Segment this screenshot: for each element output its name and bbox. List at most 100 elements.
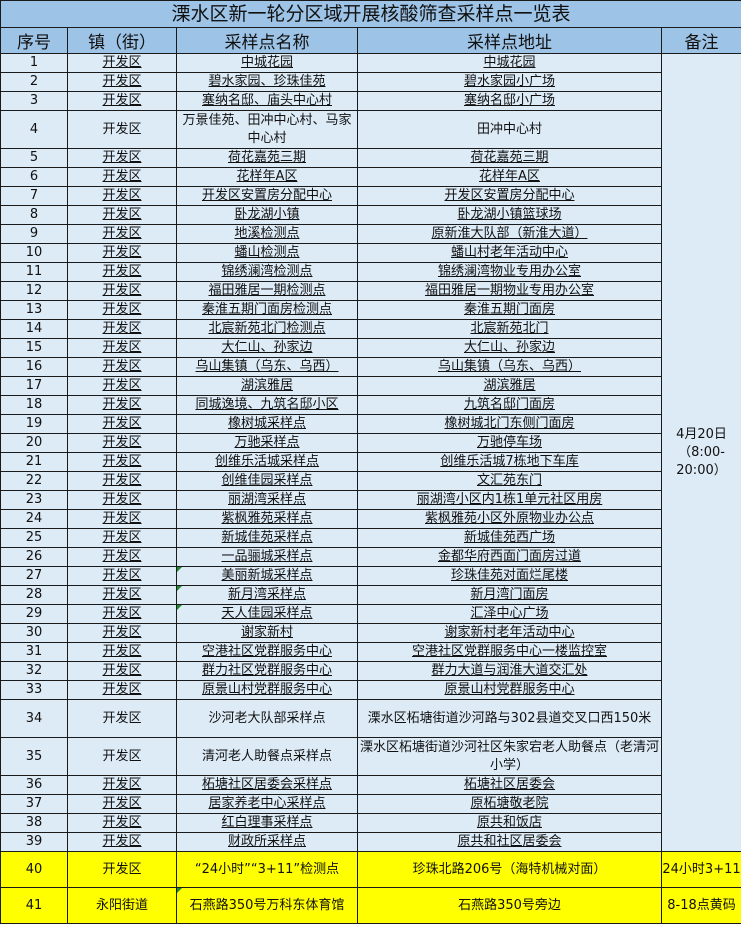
cell-site-address: 丽湖湾小区内1栋1单元社区用房 (357, 490, 662, 510)
header-remark: 备注 (660, 27, 741, 54)
cell-no: 7 (0, 186, 68, 206)
cell-town: 开发区 (67, 186, 177, 206)
table-row: 7 开发区 开发区安置房分配中心 开发区安置房分配中心 (0, 186, 741, 206)
cell-site-address: 文汇苑东门 (357, 471, 662, 491)
cell-remark: 24小时3+11 (660, 851, 741, 888)
cell-site-address: 中城花园 (357, 53, 662, 73)
cell-no: 17 (0, 376, 68, 396)
cell-no: 5 (0, 148, 68, 168)
cell-site-name: 橡树城采样点 (176, 414, 358, 434)
cell-no: 39 (0, 832, 68, 852)
cell-town: 开发区 (67, 471, 177, 491)
table-row: 37 开发区 居家养老中心采样点 原柘塘敬老院 (0, 794, 741, 814)
cell-site-address: 金都华府西面门面房过道 (357, 547, 662, 567)
cell-site-name: 石燕路350号万科东体育馆 (176, 887, 358, 924)
cell-site-address: 原景山村党群服务中心 (357, 680, 662, 700)
cell-site-address: 原柘塘敬老院 (357, 794, 662, 814)
cell-town: 开发区 (67, 775, 177, 795)
table-row: 30 开发区 谢家新村 谢家新村老年活动中心 (0, 623, 741, 643)
table-row: 26 开发区 一品骊城采样点 金都华府西面门面房过道 (0, 547, 741, 567)
cell-town: 开发区 (67, 604, 177, 624)
cell-town: 开发区 (67, 414, 177, 434)
cell-site-name: 空港社区党群服务中心 (176, 642, 358, 662)
cell-town: 开发区 (67, 642, 177, 662)
cell-town: 开发区 (67, 452, 177, 472)
cell-site-name: 万景佳苑、田冲中心村、马家中心村 (176, 110, 358, 149)
table-row: 10 开发区 蟠山检测点 蟠山村老年活动中心 (0, 243, 741, 263)
table-row: 14 开发区 北宸新苑北门检测点 北宸新苑北门 (0, 319, 741, 339)
cell-town: 开发区 (67, 243, 177, 263)
cell-no: 10 (0, 243, 68, 263)
cell-no: 11 (0, 262, 68, 282)
cell-site-address: 柘塘社区居委会 (357, 775, 662, 795)
cell-site-address: 田冲中心村 (357, 110, 662, 149)
cell-site-name: 群力社区党群服务中心 (176, 661, 358, 681)
cell-site-name: 地溪检测点 (176, 224, 358, 244)
table-row: 27 开发区 美丽新城采样点 珍珠佳苑对面烂尾楼 (0, 566, 741, 586)
cell-town: 开发区 (67, 433, 177, 453)
cell-site-name: 一品骊城采样点 (176, 547, 358, 567)
cell-site-name: 创维佳园采样点 (176, 471, 358, 491)
cell-site-name: 中城花园 (176, 53, 358, 73)
cell-no: 8 (0, 205, 68, 225)
cell-site-address: 九筑名邸门面房 (357, 395, 662, 415)
cell-site-name: 碧水家园、珍珠佳苑 (176, 72, 358, 92)
cell-site-address: 大仁山、孙家边 (357, 338, 662, 358)
cell-town: 开发区 (67, 262, 177, 282)
cell-site-name: 创维乐活城采样点 (176, 452, 358, 472)
cell-town: 开发区 (67, 110, 177, 149)
cell-town: 开发区 (67, 794, 177, 814)
cell-town: 开发区 (67, 395, 177, 415)
table-row: 11 开发区 锦绣澜湾检测点 锦绣澜湾物业专用办公室 (0, 262, 741, 282)
table-row: 33 开发区 原景山村党群服务中心 原景山村党群服务中心 (0, 680, 741, 700)
cell-site-name: 锦绣澜湾检测点 (176, 262, 358, 282)
table-row: 38 开发区 红白理事采样点 原共和饭店 (0, 813, 741, 833)
cell-site-address: 原共和饭店 (357, 813, 662, 833)
cell-no: 6 (0, 167, 68, 187)
cell-no: 35 (0, 737, 68, 776)
cell-remark-merged: 4月20日（8:00-20:00） (660, 53, 741, 852)
cell-no: 32 (0, 661, 68, 681)
cell-no: 16 (0, 357, 68, 377)
cell-town: 开发区 (67, 623, 177, 643)
cell-remark: 8-18点黄码 (660, 887, 741, 924)
cell-site-address: 溧水区柘塘街道沙河路与302县道交叉口西150米 (357, 699, 662, 738)
cell-town: 开发区 (67, 699, 177, 738)
cell-site-name: 蟠山检测点 (176, 243, 358, 263)
cell-town: 开发区 (67, 851, 177, 888)
cell-site-address: 新月湾门面房 (357, 585, 662, 605)
cell-site-address: 卧龙湖小镇篮球场 (357, 205, 662, 225)
cell-no: 33 (0, 680, 68, 700)
cell-site-address: 北宸新苑北门 (357, 319, 662, 339)
cell-site-address: 福田雅居一期物业专用办公室 (357, 281, 662, 301)
cell-town: 开发区 (67, 300, 177, 320)
cell-site-address: 原共和社区居委会 (357, 832, 662, 852)
cell-no: 22 (0, 471, 68, 491)
cell-site-address: 汇泽中心广场 (357, 604, 662, 624)
cell-site-name: 福田雅居一期检测点 (176, 281, 358, 301)
cell-site-name: 北宸新苑北门检测点 (176, 319, 358, 339)
cell-site-name: 乌山集镇（乌东、乌西） (176, 357, 358, 377)
table-row: 32 开发区 群力社区党群服务中心 群力大道与润淮大道交汇处 (0, 661, 741, 681)
cell-no: 24 (0, 509, 68, 529)
cell-no: 4 (0, 110, 68, 149)
cell-site-name: 柘塘社区居委会采样点 (176, 775, 358, 795)
table-row: 3 开发区 塞纳名邸、庙头中心村 塞纳名邸小广场 (0, 91, 741, 111)
cell-site-name: 沙河老大队部采样点 (176, 699, 358, 738)
header-no: 序号 (0, 27, 68, 54)
header-site-name: 采样点名称 (176, 27, 358, 54)
cell-no: 21 (0, 452, 68, 472)
cell-site-address: 空港社区党群服务中心一楼监控室 (357, 642, 662, 662)
cell-site-address: 创维乐活城7栋地下车库 (357, 452, 662, 472)
cell-site-address: 蟠山村老年活动中心 (357, 243, 662, 263)
table-row: 23 开发区 丽湖湾采样点 丽湖湾小区内1栋1单元社区用房 (0, 490, 741, 510)
cell-town: 开发区 (67, 167, 177, 187)
table-row: 16 开发区 乌山集镇（乌东、乌西） 乌山集镇（乌东、乌西） (0, 357, 741, 377)
cell-site-address: 花样年A区 (357, 167, 662, 187)
cell-site-address: 塞纳名邸小广场 (357, 91, 662, 111)
cell-town: 开发区 (67, 832, 177, 852)
cell-site-address: 珍珠北路206号（海特机械对面） (357, 851, 662, 888)
cell-no: 12 (0, 281, 68, 301)
table-row: 34 开发区 沙河老大队部采样点 溧水区柘塘街道沙河路与302县道交叉口西150米 (0, 699, 741, 738)
cell-site-address: 锦绣澜湾物业专用办公室 (357, 262, 662, 282)
